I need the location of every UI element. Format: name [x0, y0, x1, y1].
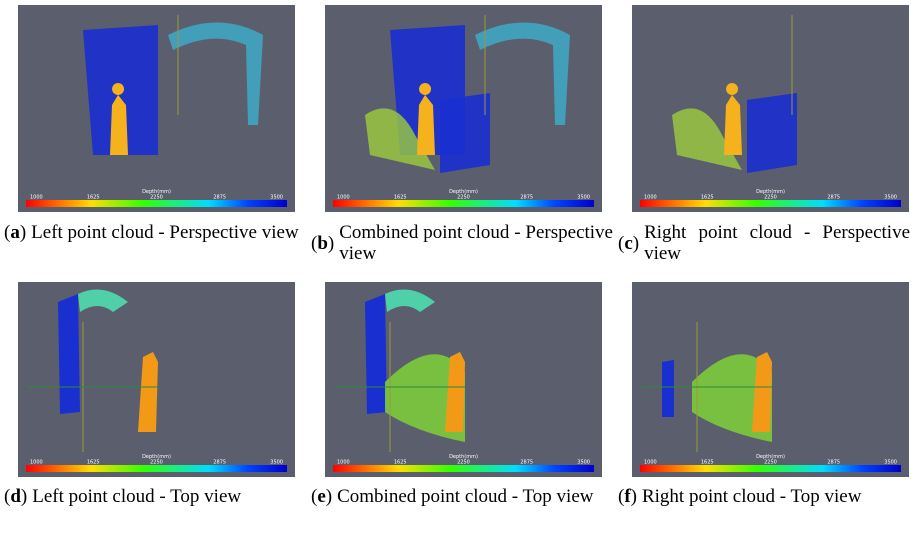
colorbar-tick: 2250 [150, 460, 163, 466]
colorbar-tick: 1625 [394, 460, 407, 466]
colorbar-tick: 1000 [337, 195, 350, 201]
colorbar-tick: 3500 [884, 460, 897, 466]
caption-text: Left point cloud - Perspective view [31, 222, 299, 243]
caption-letter: e [317, 486, 325, 507]
colorbar-tick: 2250 [764, 460, 777, 466]
colorbar [333, 465, 594, 472]
colorbar-tick: 1000 [337, 460, 350, 466]
colorbar-tick: 1000 [30, 195, 43, 201]
blue-floor [747, 93, 797, 173]
caption-label: e [311, 486, 332, 507]
colorbar-tick: 2875 [520, 460, 533, 466]
caption: f Right point cloud - Top view [618, 486, 910, 507]
caption-text: Combined point cloud - Top view [337, 486, 593, 507]
caption-label: a [4, 222, 26, 243]
colorbar-tick: 3500 [270, 460, 283, 466]
colorbar-tick: 1625 [87, 195, 100, 201]
blue-band [662, 360, 674, 417]
blue-band [365, 294, 387, 414]
caption-label: d [4, 486, 27, 507]
caption: b Combined point cloud - Perspective view [311, 222, 613, 264]
colorbar-tick: 1625 [701, 460, 714, 466]
colorbar [640, 465, 901, 472]
caption: e Combined point cloud - Top view [311, 486, 613, 507]
caption-letter: a [10, 222, 20, 243]
colorbar [640, 200, 901, 207]
colorbar [333, 200, 594, 207]
colorbar-tick: 1000 [644, 195, 657, 201]
colorbar [26, 465, 287, 472]
colorbar-tick: 1625 [87, 460, 100, 466]
colorbar-tick: 2250 [764, 195, 777, 201]
caption: a Left point cloud - Perspective view [4, 222, 306, 243]
colorbar-tick: 1000 [30, 460, 43, 466]
page: Depth(mm)10001625225028753500aLeft point… [0, 0, 920, 542]
colorbar-tick: 3500 [577, 195, 590, 201]
colorbar-tick: 3500 [884, 195, 897, 201]
colorbar-tick: 1625 [394, 195, 407, 201]
colorbar-tick: 2875 [827, 460, 840, 466]
caption-letter: b [317, 233, 328, 254]
colorbar-tick: 2875 [520, 195, 533, 201]
caption-letter: d [10, 486, 21, 507]
colorbar-tick: 1625 [701, 195, 714, 201]
colorbar-tick: 2875 [827, 195, 840, 201]
blue-band [58, 294, 80, 414]
caption: d Left point cloud - Top view [4, 486, 306, 507]
caption-text: Right point cloud - Perspective view [644, 222, 910, 264]
caption-label: c [618, 233, 639, 254]
colorbar-tick: 1000 [644, 460, 657, 466]
colorbar-tick: 3500 [577, 460, 590, 466]
caption-letter: f [624, 486, 630, 507]
colorbar-tick: 3500 [270, 195, 283, 201]
colorbar-tick: 2250 [457, 460, 470, 466]
colorbar [26, 200, 287, 207]
colorbar-tick: 2875 [213, 460, 226, 466]
caption-text: Combined point cloud - Perspective view [339, 222, 613, 264]
caption-text: Left point cloud - Top view [32, 486, 241, 507]
caption: c Right point cloud - Perspective view [618, 222, 910, 264]
caption-letter: c [624, 233, 632, 254]
blue-floor [440, 93, 490, 173]
caption-label: f [618, 486, 637, 507]
caption-text: Right point cloud - Top view [642, 486, 861, 507]
caption-label: b [311, 233, 334, 254]
colorbar-tick: 2250 [457, 195, 470, 201]
colorbar-tick: 2250 [150, 195, 163, 201]
colorbar-tick: 2875 [213, 195, 226, 201]
